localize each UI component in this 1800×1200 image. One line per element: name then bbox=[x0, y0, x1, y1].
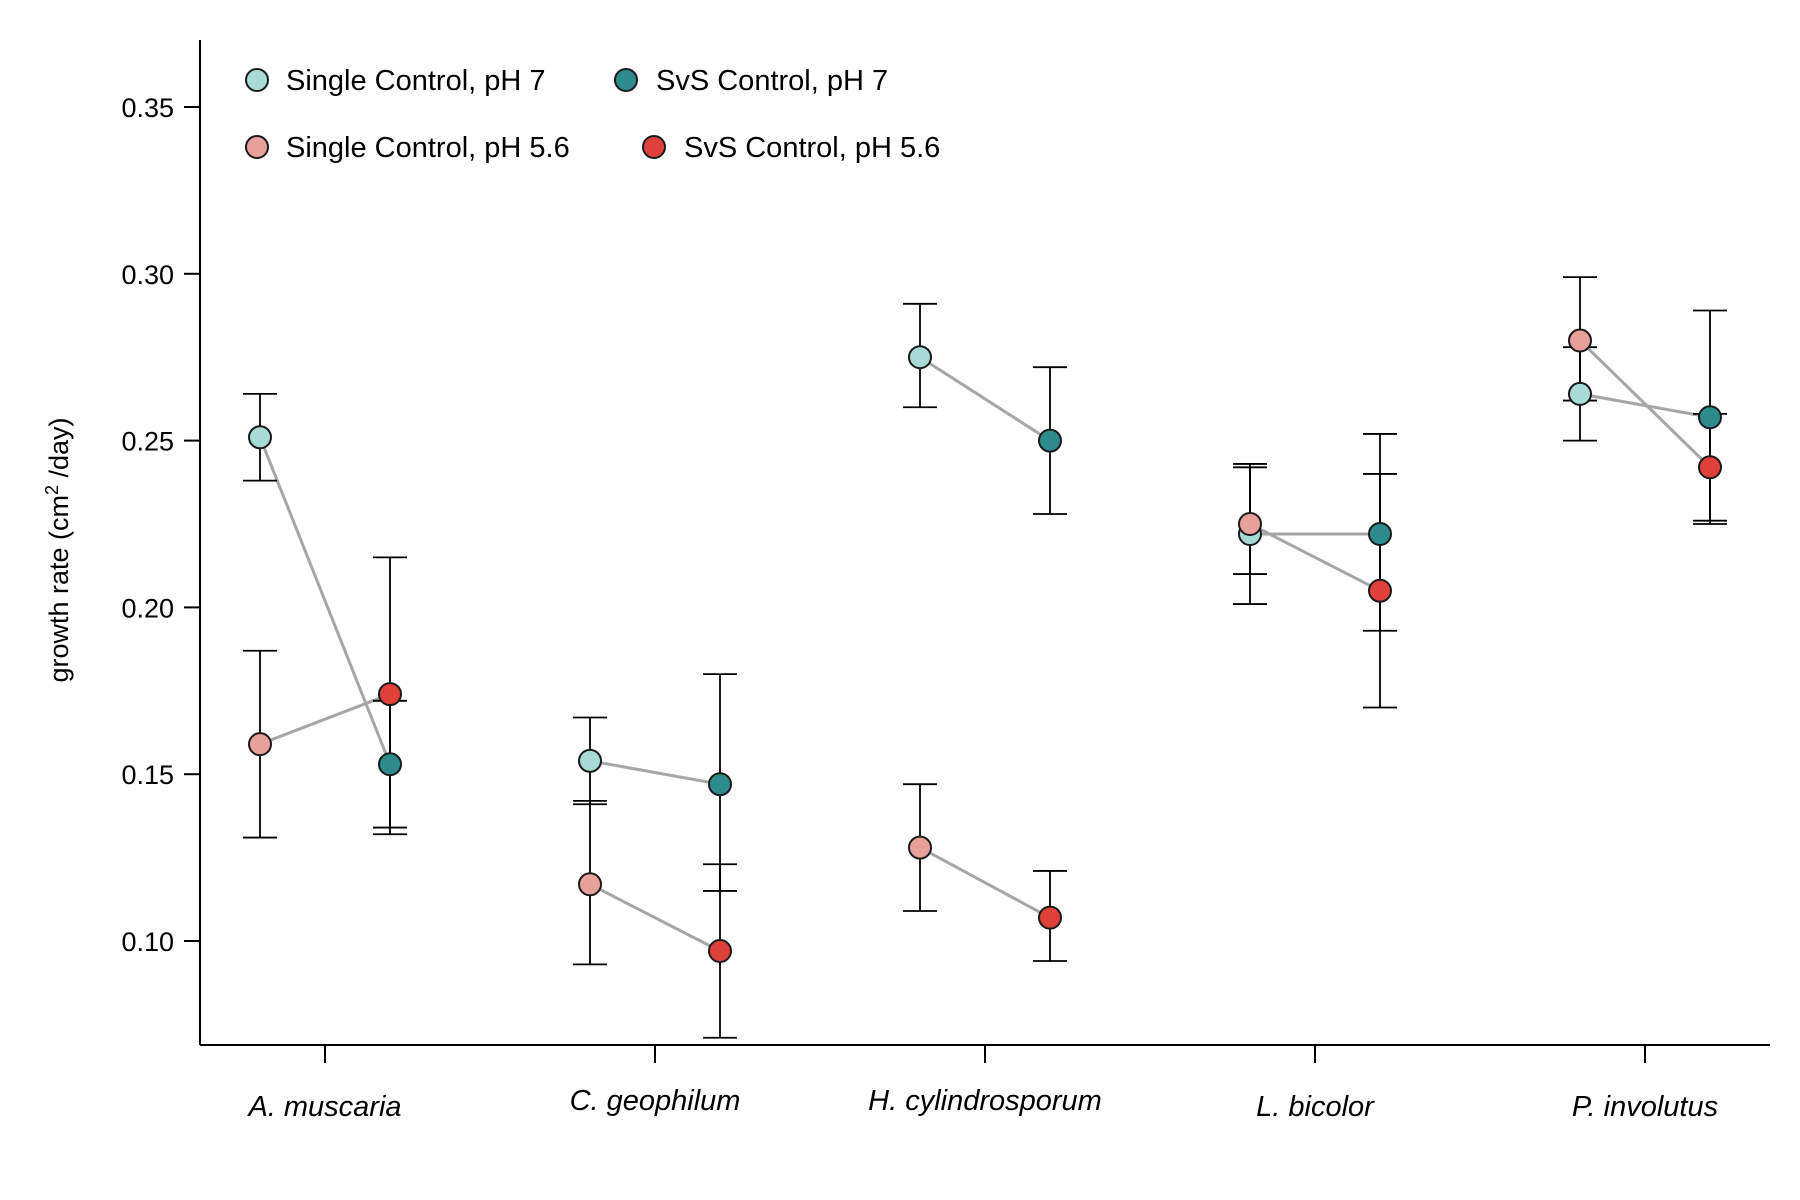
y-tick-label: 0.10 bbox=[121, 927, 174, 957]
connector-line bbox=[259, 692, 391, 746]
y-axis-label-tail: /day) bbox=[44, 417, 74, 485]
connector-lines bbox=[258, 339, 1712, 953]
y-tick-label: 0.20 bbox=[121, 593, 174, 623]
axes bbox=[199, 40, 1770, 1046]
data-point bbox=[708, 939, 732, 964]
connector-line bbox=[589, 759, 721, 786]
data-point bbox=[1238, 512, 1262, 536]
data-point bbox=[1038, 428, 1062, 453]
y-ticks: 0.10 0.15 0.20 0.25 0.30 0.35 bbox=[121, 93, 200, 957]
legend-label: SvS Control, pH 5.6 bbox=[684, 132, 940, 164]
data-point bbox=[1698, 455, 1722, 480]
data-point bbox=[578, 748, 602, 773]
connector-line bbox=[1578, 339, 1712, 469]
data-point bbox=[908, 345, 932, 370]
data-point bbox=[1038, 905, 1062, 930]
legend-marker bbox=[245, 135, 269, 159]
data-point bbox=[708, 772, 732, 797]
connector-line bbox=[258, 436, 392, 765]
error-bars bbox=[243, 276, 1727, 1039]
data-point bbox=[1698, 405, 1722, 430]
y-tick-label: 0.30 bbox=[121, 260, 174, 290]
x-tick-label: H. cylindrosporum bbox=[868, 1085, 1102, 1117]
legend-label: SvS Control, pH 7 bbox=[656, 65, 888, 97]
x-tick-label: P. involutus bbox=[1572, 1091, 1718, 1123]
y-axis-label-main: growth rate (cm bbox=[44, 495, 74, 683]
data-points bbox=[248, 328, 1722, 964]
connector-line bbox=[1249, 522, 1381, 593]
legend: Single Control, pH 7 SvS Control, pH 7 Sin… bbox=[245, 65, 940, 164]
data-point bbox=[578, 872, 602, 897]
y-axis-label: growth rate (cm2 /day) bbox=[42, 417, 74, 682]
legend-label: Single Control, pH 5.6 bbox=[286, 132, 570, 164]
y-tick-label: 0.25 bbox=[121, 427, 174, 457]
data-point bbox=[378, 752, 402, 777]
x-tick-label: A. muscaria bbox=[246, 1091, 401, 1123]
legend-marker bbox=[245, 68, 269, 92]
data-point bbox=[1568, 328, 1592, 353]
connector-line bbox=[919, 846, 1051, 919]
legend-label: Single Control, pH 7 bbox=[286, 65, 546, 97]
connector-line bbox=[589, 882, 721, 953]
data-point bbox=[1368, 578, 1392, 603]
data-point bbox=[908, 835, 932, 860]
connector-line bbox=[919, 355, 1051, 442]
y-tick-label: 0.15 bbox=[121, 760, 174, 790]
legend-marker bbox=[642, 135, 666, 159]
y-tick-label: 0.35 bbox=[121, 93, 174, 123]
legend-marker bbox=[614, 68, 638, 92]
x-tick-label: L. bicolor bbox=[1256, 1091, 1375, 1123]
data-point bbox=[248, 425, 272, 450]
data-point bbox=[378, 682, 402, 707]
x-ticks: A. muscaria C. geophilum H. cylindrosporum… bbox=[246, 1045, 1718, 1123]
x-tick-label: C. geophilum bbox=[570, 1085, 741, 1117]
data-point bbox=[1568, 381, 1592, 406]
y-axis-label-sup: 2 bbox=[42, 485, 62, 495]
data-point bbox=[248, 732, 272, 757]
data-point bbox=[1368, 522, 1392, 547]
